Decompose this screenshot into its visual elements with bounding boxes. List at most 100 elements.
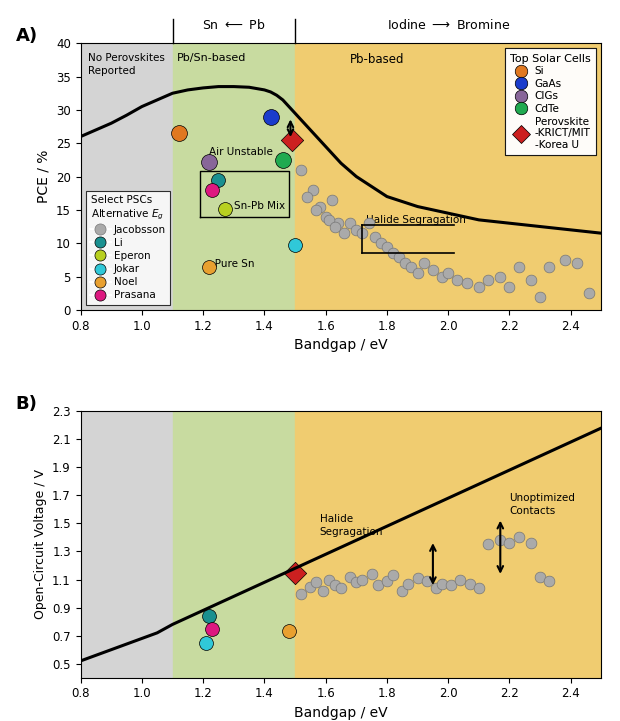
Point [413, 572, 423, 584]
Point [290, 239, 300, 250]
Text: Air Unstable: Air Unstable [210, 147, 273, 157]
Point [174, 128, 184, 139]
Point [483, 539, 493, 550]
Point [321, 211, 330, 222]
Point [376, 237, 386, 249]
Text: Iodine $\longrightarrow$ Bromine: Iodine $\longrightarrow$ Bromine [387, 17, 510, 32]
Point [311, 577, 321, 588]
Text: Halide Segragation: Halide Segragation [366, 215, 466, 224]
Point [495, 534, 505, 546]
Point [413, 267, 423, 279]
Point [324, 214, 334, 226]
Point [373, 580, 383, 591]
Point [290, 567, 300, 578]
Text: Sn-Pb Mix: Sn-Pb Mix [234, 200, 285, 211]
Point [330, 580, 340, 591]
Point [330, 221, 340, 232]
Text: ←Pure Sn: ←Pure Sn [206, 259, 255, 268]
Point [495, 271, 505, 283]
Point [526, 537, 536, 549]
Point [219, 203, 229, 214]
Point [339, 227, 349, 239]
Point [303, 191, 312, 203]
Point [474, 582, 484, 593]
Point [514, 261, 524, 273]
Y-axis label: PCE / %: PCE / % [37, 150, 50, 203]
Point [317, 585, 327, 596]
Point [327, 194, 337, 205]
Point [352, 577, 361, 588]
Point [202, 637, 211, 648]
Text: A): A) [16, 27, 38, 45]
Point [324, 574, 334, 585]
Point [453, 274, 463, 286]
Point [382, 241, 392, 252]
Point [401, 257, 410, 269]
Point [358, 227, 368, 239]
Point [278, 154, 288, 166]
Point [544, 261, 554, 273]
Point [483, 274, 493, 286]
Point [544, 575, 554, 587]
Point [352, 224, 361, 236]
Point [526, 274, 536, 286]
Bar [295, 43, 601, 310]
Bar [81, 411, 172, 678]
Text: Halide
Segragation: Halide Segragation [319, 514, 383, 536]
Legend: Si, GaAs, CIGs, CdTe, Perovskite
-KRICT/MIT
-Korea U: Si, GaAs, CIGs, CdTe, Perovskite -KRICT/… [505, 48, 596, 155]
Point [309, 184, 319, 195]
Point [205, 610, 215, 622]
Point [474, 280, 484, 292]
Bar [295, 411, 601, 678]
Point [207, 623, 217, 634]
Point [572, 257, 582, 269]
Point [560, 254, 570, 265]
Point [345, 218, 355, 229]
Point [437, 271, 447, 283]
Point [437, 578, 447, 590]
Point [388, 570, 398, 581]
Point [584, 288, 594, 299]
Point [456, 574, 466, 585]
Point [382, 575, 392, 587]
Point [213, 174, 223, 185]
Point [535, 291, 545, 302]
Point [205, 261, 215, 273]
Point [265, 111, 275, 123]
Bar [81, 43, 172, 310]
Point [465, 578, 475, 590]
Point [407, 261, 417, 273]
Point [418, 257, 428, 269]
Point [535, 571, 545, 583]
Point [388, 247, 398, 259]
Point [397, 585, 407, 596]
Bar [172, 43, 295, 310]
Point [514, 531, 524, 543]
Point [296, 588, 306, 599]
X-axis label: Bandgap / eV: Bandgap / eV [294, 338, 388, 352]
Text: Sn $\longleftarrow$ Pb: Sn $\longleftarrow$ Pb [202, 17, 265, 32]
Point [284, 626, 294, 637]
Bar [172, 411, 295, 678]
Point [394, 251, 404, 262]
Point [205, 156, 215, 168]
Point [314, 200, 324, 212]
Y-axis label: Open-Circuit Voltage / V: Open-Circuit Voltage / V [33, 469, 46, 619]
Point [443, 267, 453, 279]
Point [333, 218, 343, 229]
Point [505, 280, 515, 292]
Point [462, 278, 472, 289]
Point [336, 582, 346, 593]
Point [422, 575, 432, 587]
Text: Pb/Sn-based: Pb/Sn-based [177, 53, 247, 63]
Point [431, 582, 441, 593]
Text: Pb-based: Pb-based [350, 53, 405, 66]
Text: No Perovskites
Reported: No Perovskites Reported [88, 53, 165, 76]
Text: Unoptimized
Contacts: Unoptimized Contacts [510, 493, 575, 516]
Point [358, 574, 368, 585]
Point [311, 204, 321, 216]
X-axis label: Bandgap / eV: Bandgap / eV [294, 706, 388, 720]
Point [505, 537, 515, 549]
Point [428, 264, 438, 275]
Point [370, 231, 379, 242]
